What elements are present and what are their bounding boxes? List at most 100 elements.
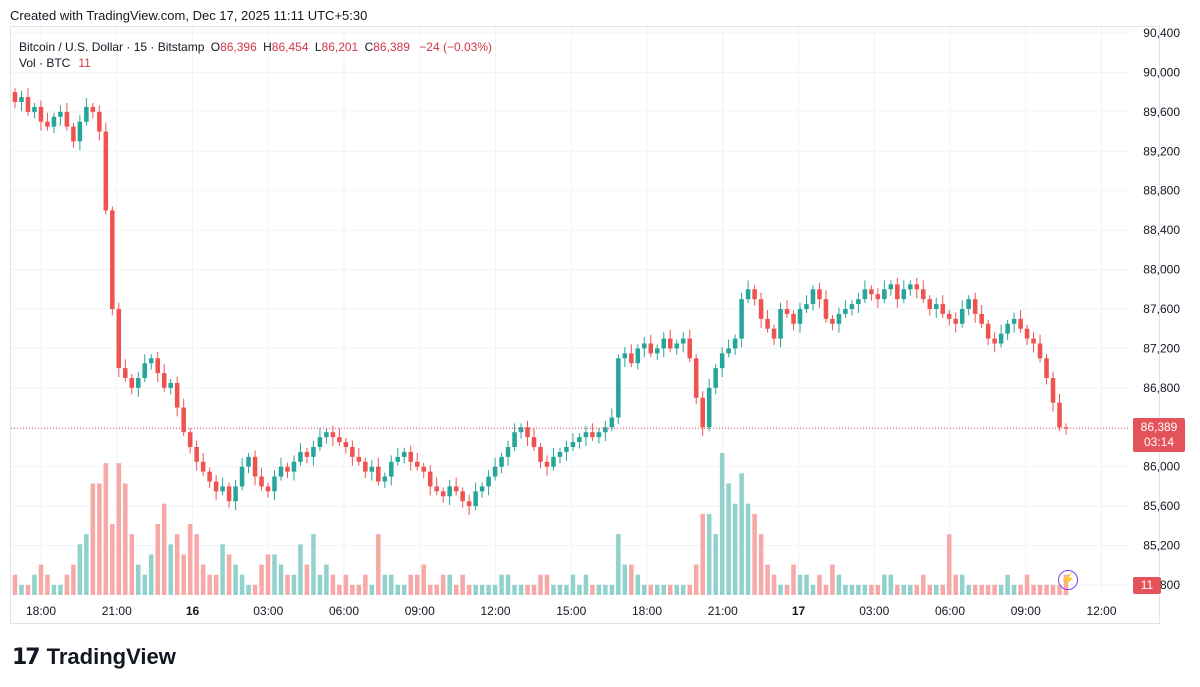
candle-body [979,313,984,324]
candle-body [629,353,634,364]
y-tick-label: 85,600 [1143,499,1180,513]
volume-bar [356,584,362,595]
volume-bar [953,574,958,595]
volume-bar [486,584,491,595]
candle-body [161,373,167,388]
volume-bar [90,483,96,595]
volume-bar [972,584,978,595]
created-with-label: Created with TradingView.com, Dec 17, 20… [10,8,368,23]
candle-body [914,284,920,290]
volume-bar [667,584,673,595]
candle-body [376,466,381,482]
close-value: 86,389 [373,40,410,54]
candle-body [505,447,511,457]
volume-bar [194,534,199,595]
volume-bar [791,564,796,595]
volume-bar [343,574,349,595]
volume-bar [895,584,900,595]
volume-bar [168,544,173,595]
candle-body [1044,358,1049,378]
candle-body [148,358,154,364]
volume-bar [499,574,504,595]
volume-bar [116,463,122,595]
candle-body [395,456,401,462]
volume-bar [869,584,874,595]
candle-body [291,461,297,472]
volume-bar [966,584,971,595]
brand-footer[interactable]: 17 TradingView [12,644,176,670]
candle-body [985,323,991,339]
volume-bar [693,564,699,595]
lightning-icon[interactable]: ⚡ [1058,570,1078,590]
y-tick-label: 87,200 [1143,341,1180,355]
candle-body [655,348,660,354]
x-tick-label: 06:00 [935,604,965,618]
candle-body [1057,402,1062,428]
candle-body [19,97,24,102]
volume-bar [77,544,83,595]
candle-body [324,432,329,438]
candle-body [64,111,70,127]
candle-body [622,353,628,359]
candle-body [265,486,271,492]
candle-body [142,363,148,378]
x-tick-label: 12:00 [480,604,510,618]
volume-bar [921,574,926,595]
volume-bar [466,584,472,595]
volume-bar [447,574,452,595]
tradingview-logo-icon: 17 [12,644,41,670]
volume-bar [1050,584,1056,595]
volume-bar [479,584,485,595]
volume-bar [200,564,206,595]
candle-body [239,466,245,487]
candle-body [758,299,764,319]
candle-body [343,442,349,447]
volume-bar [103,463,109,595]
y-tick-label: 88,800 [1143,184,1180,198]
x-tick-label: 21:00 [102,604,132,618]
volume-bar [655,584,660,595]
candle-body [538,447,543,462]
candle-body [350,447,355,457]
candle-body [908,284,913,290]
close-label: C [364,40,374,54]
volume-label[interactable]: Vol · BTC [19,56,71,70]
volume-bar [252,584,258,595]
y-tick-label: 89,600 [1143,105,1180,119]
volume-bar [421,564,426,595]
volume-bar [674,584,680,595]
volume-bar [174,534,180,595]
volume-bar [616,534,621,595]
candle-body [888,284,894,290]
volume-bar [778,584,783,595]
candle-body [226,486,232,502]
candle-body [804,304,809,309]
candle-body [972,299,978,314]
volume-bar [226,554,232,595]
volume-bar [272,554,277,595]
candle-body [252,456,258,477]
x-tick-label: 03:00 [253,604,283,618]
brand-name: TradingView [46,644,176,669]
candle-body [414,461,420,467]
volume-bar [129,534,135,595]
volume-bar [862,584,868,595]
chart-frame [10,26,1160,624]
candle-body [1063,427,1069,429]
volume-bar [84,534,89,595]
candle-body [427,471,433,487]
symbol-title[interactable]: Bitcoin / U.S. Dollar · 15 · Bitstamp [19,40,205,54]
volume-bar [992,584,997,595]
grid-lines [11,27,1130,595]
volume-bar [946,534,952,595]
candle-body [278,466,284,477]
volume-bar [577,584,582,595]
volume-bar [45,574,50,595]
volume-bar [395,584,401,595]
volume-bar [538,574,543,595]
volume-bar [771,574,777,595]
candle-body [642,343,647,349]
volume-bar [97,483,102,595]
candle-body [525,427,530,438]
